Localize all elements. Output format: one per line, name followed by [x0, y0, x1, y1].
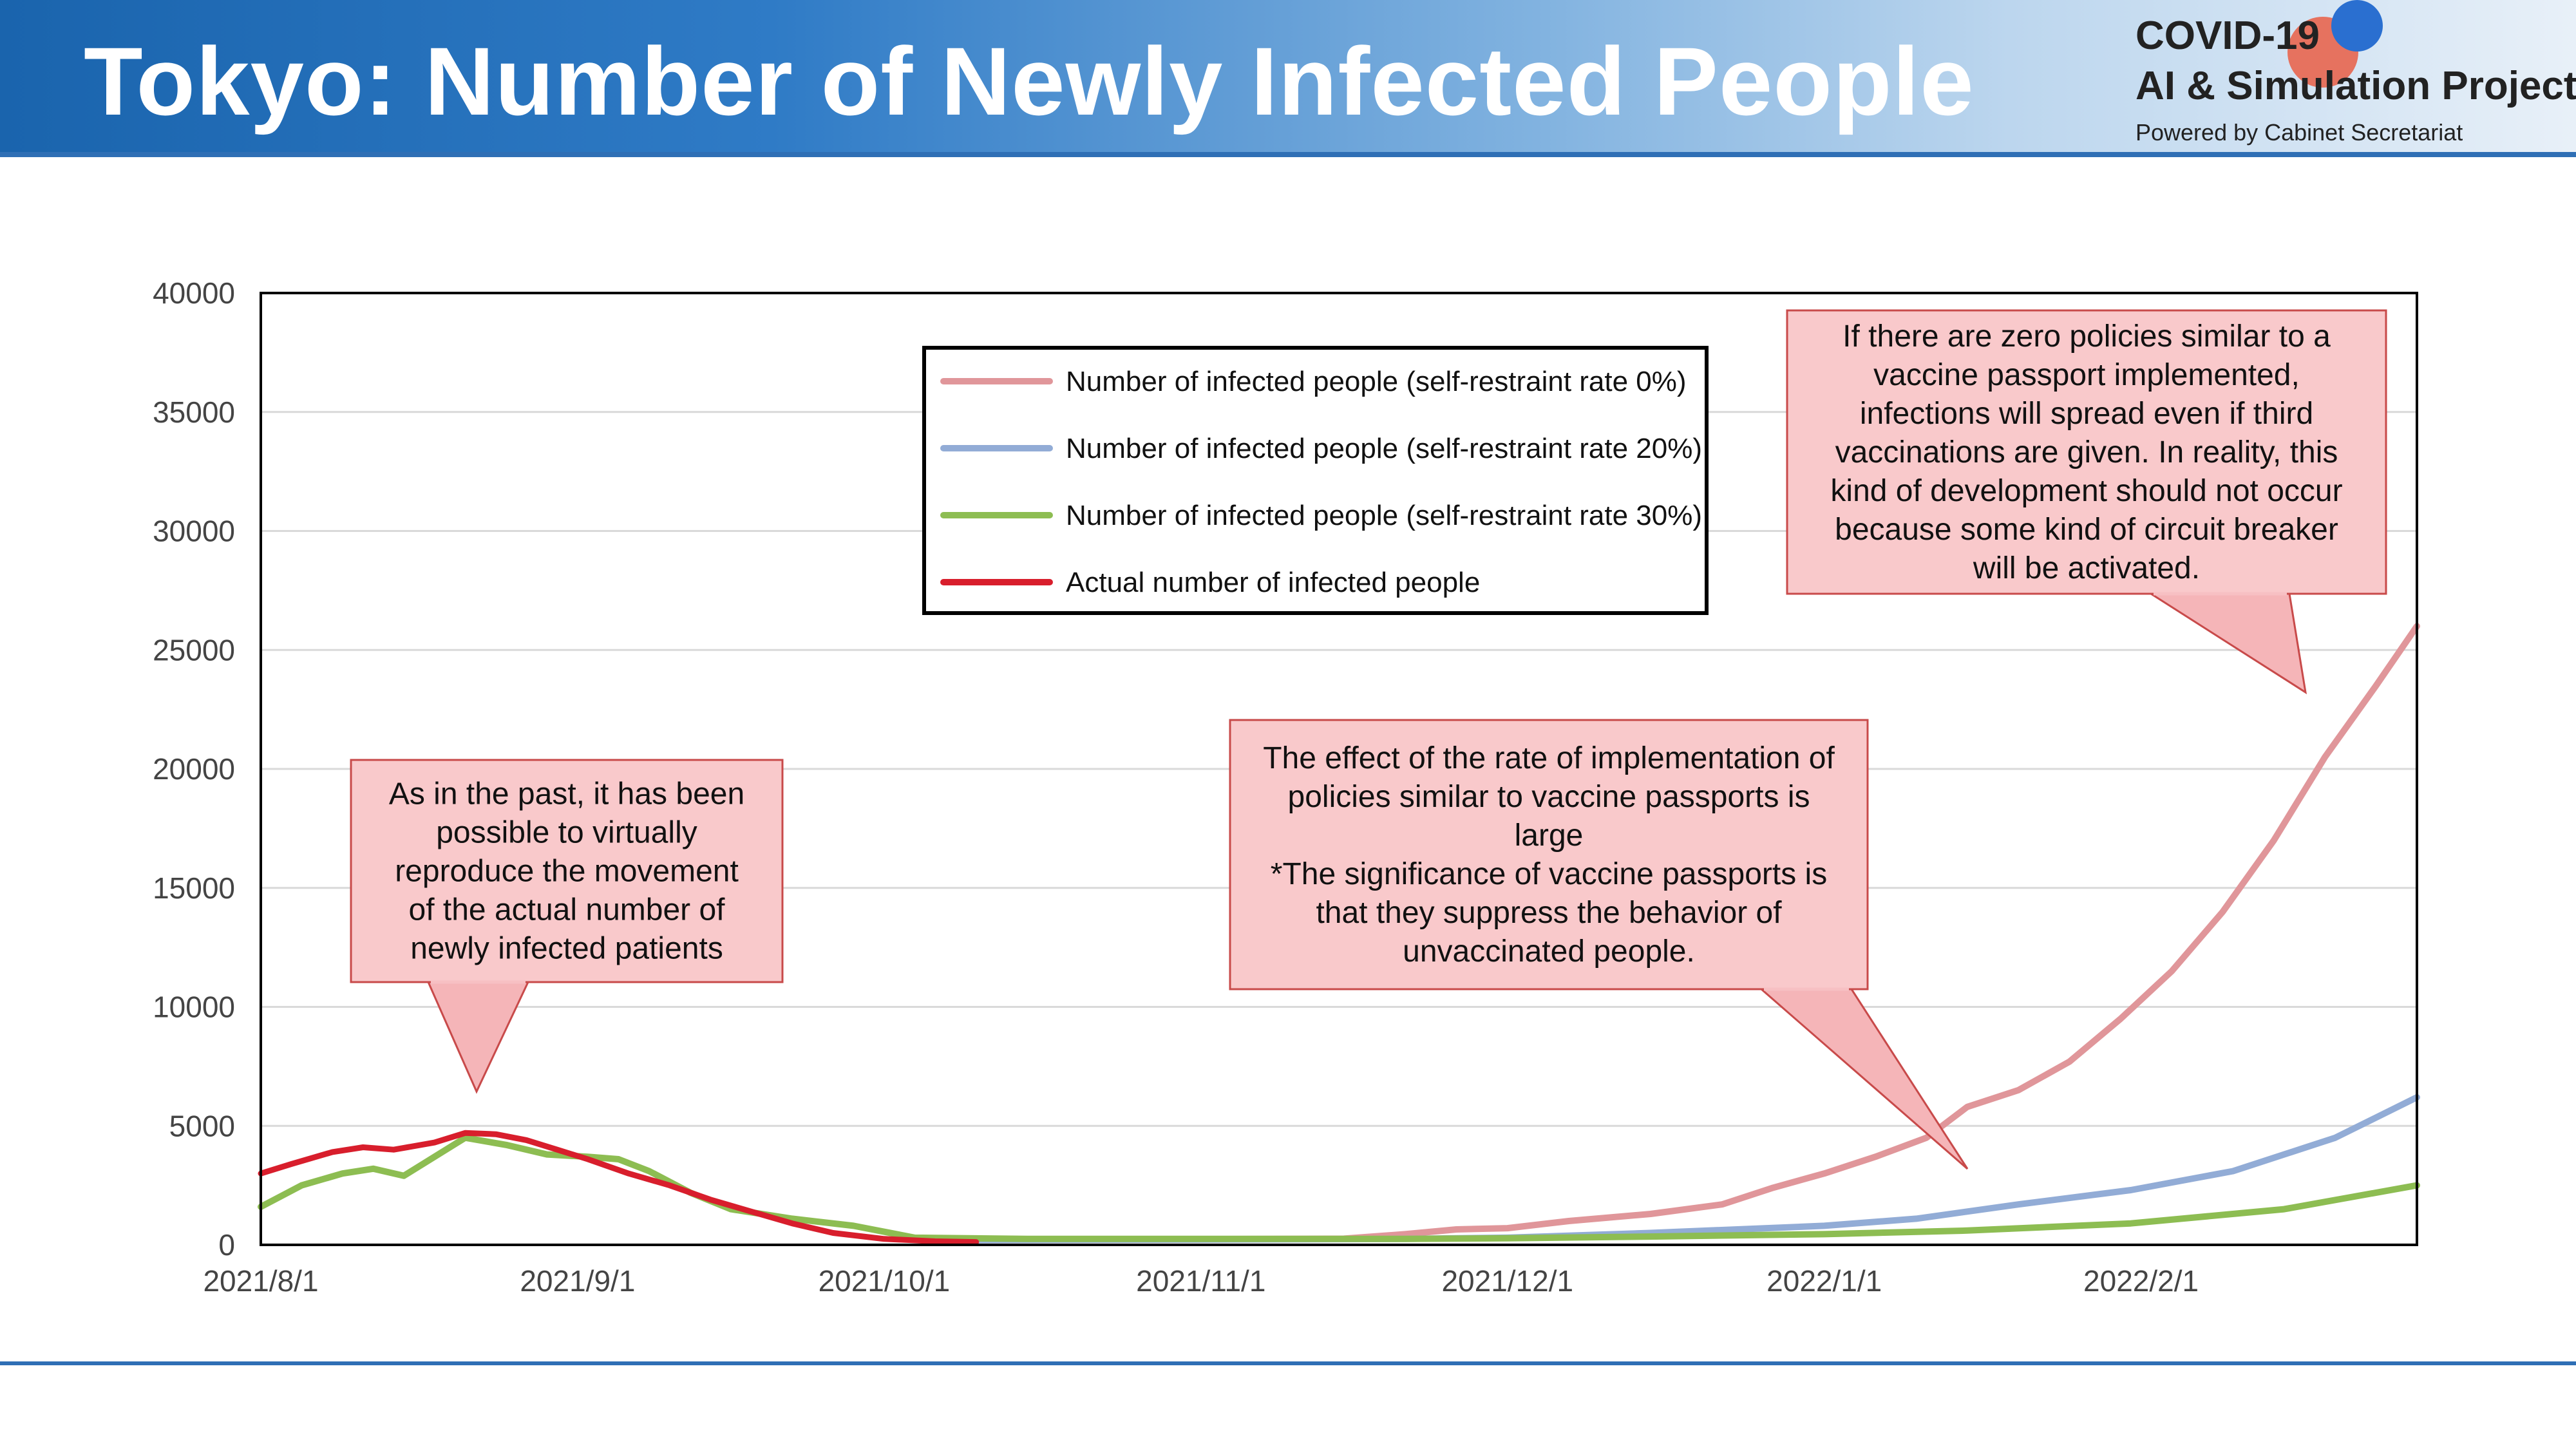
y-tick-label: 25000 [153, 633, 235, 667]
y-tick-label: 35000 [153, 395, 235, 429]
callout-text-line: will be activated. [1973, 551, 2200, 585]
legend-entry: Actual number of infected people [1066, 567, 1480, 598]
callout-pointer [1758, 988, 1969, 1170]
x-axis-tick-labels: 2021/8/1 2021/9/1 2021/10/1 2021/11/1 2021/1… [203, 1264, 2199, 1298]
callout-text-line: *The significance of vaccine passports i… [1271, 857, 1827, 891]
callout-text-line: The effect of the rate of implementation… [1263, 741, 1835, 775]
legend-entry: Number of infected people (self-restrain… [1066, 500, 1702, 531]
legend-entry: Number of infected people (self-restrain… [1066, 366, 1687, 397]
callout-3: If there are zero policies similar to a v… [1786, 309, 2387, 695]
x-tick-label: 2021/9/1 [520, 1264, 635, 1298]
callout-text-line: infections will spread even if third [1860, 397, 2313, 431]
callout-box [350, 759, 784, 983]
callout-text-line: vaccinations are given. In reality, this [1835, 435, 2338, 469]
callout-text-line: vaccine passport implemented, [1873, 358, 2300, 392]
callout-2: The effect of the rate of implementation… [1229, 719, 1969, 1170]
series-line-1 [922, 623, 2420, 1244]
callout-text-line: As in the past, it has been [389, 777, 744, 811]
callout-pointer [2147, 592, 2307, 695]
x-tick-label: 2021/8/1 [203, 1264, 318, 1298]
x-tick-label: 2022/2/1 [2083, 1264, 2199, 1298]
logo-line-1: COVID-19 [2136, 14, 2320, 58]
x-tick-label: 2021/11/1 [1136, 1264, 1265, 1298]
x-tick-label: 2022/1/1 [1766, 1264, 1882, 1298]
project-logo: COVID-19 AI & Simulation Project Powered… [2125, 0, 2576, 161]
callout-text-line: unvaccinated people. [1403, 934, 1695, 969]
page-title: Tokyo: Number of Newly Infected People [84, 27, 1975, 135]
series-line-3 [258, 1134, 2420, 1242]
y-tick-label: 10000 [153, 990, 235, 1024]
callout-text-line: kind of development should not occur [1830, 474, 2342, 508]
callout-text-line: If there are zero policies similar to a [1842, 319, 2331, 354]
y-axis-tick-labels: 0 5000 10000 15000 20000 25000 30000 35000 40000 [153, 276, 235, 1262]
series-line-4 [258, 1130, 980, 1245]
y-tick-label: 40000 [153, 276, 235, 310]
legend: Number of infected people (self-restrain… [922, 346, 1709, 615]
logo-blue-circle [2331, 0, 2383, 52]
callout-text-line: newly infected patients [410, 932, 723, 966]
x-tick-label: 2021/10/1 [819, 1264, 951, 1298]
logo-line-3: Powered by Cabinet Secretariat [2136, 119, 2463, 146]
y-tick-label: 30000 [153, 515, 235, 548]
y-tick-label: 20000 [153, 752, 235, 786]
footer-divider [0, 1361, 2576, 1365]
legend-entry: Number of infected people (self-restrain… [1066, 433, 1702, 464]
plot-area-frame [260, 292, 2418, 1246]
y-tick-label: 0 [218, 1228, 235, 1262]
callout-text-line: of the actual number of [409, 893, 726, 927]
callout-box [1229, 719, 1869, 990]
callout-1: As in the past, it has been possible to v… [350, 759, 784, 1094]
callout-text-line: reproduce the movement [395, 855, 739, 889]
callout-text-line: policies similar to vaccine passports is [1288, 780, 1810, 814]
y-tick-label: 5000 [169, 1109, 235, 1142]
x-tick-label: 2021/12/1 [1441, 1264, 1573, 1298]
header-divider [0, 152, 2576, 157]
callouts: As in the past, it has been possible to v… [350, 309, 2387, 1170]
y-tick-label: 15000 [153, 871, 235, 905]
series-lines [258, 623, 2420, 1245]
callout-box [1786, 309, 2387, 595]
header-banner [0, 0, 2576, 155]
callout-text-line: because some kind of circuit breaker [1835, 513, 2338, 547]
legend-box [922, 346, 1709, 615]
callout-text-line: that they suppress the behavior of [1316, 896, 1782, 930]
callout-text-line: possible to virtually [436, 816, 697, 850]
logo-line-2: AI & Simulation Project [2136, 64, 2576, 108]
callout-text-line: large [1515, 819, 1584, 853]
callout-pointer [426, 981, 530, 1094]
